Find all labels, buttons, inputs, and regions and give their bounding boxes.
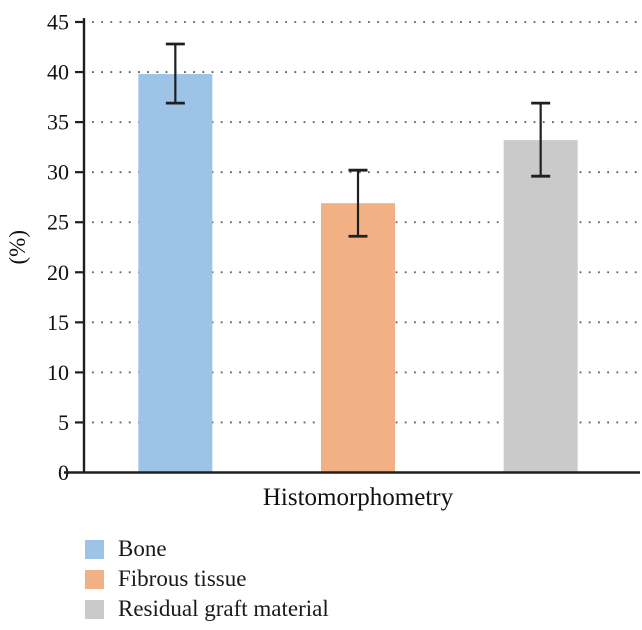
legend-item-fibrous-tissue: Fibrous tissue <box>85 566 329 592</box>
legend-item-residual-graft-material: Residual graft material <box>85 597 329 621</box>
y-tick-label-0: 0 <box>58 460 69 485</box>
y-tick-label-45: 45 <box>47 10 69 35</box>
legend-label-residual-graft-material: Residual graft material <box>118 596 329 622</box>
bar-bone <box>138 74 213 473</box>
bar-fibrous-tissue <box>321 203 395 473</box>
y-tick-label-20: 20 <box>47 260 69 285</box>
legend-swatch-fibrous-tissue <box>85 569 104 589</box>
y-tick-label-5: 5 <box>58 410 69 435</box>
bar-residual-graft-material <box>503 140 578 473</box>
chart-canvas: 0 5 10 15 20 25 30 35 40 45 Histomorphometry (%) <box>5 10 640 511</box>
y-axis-label: (%) <box>5 230 30 264</box>
legend-swatch-residual-graft-material <box>85 599 104 619</box>
legend-swatch-bone <box>85 539 104 559</box>
legend-label-fibrous-tissue: Fibrous tissue <box>118 566 247 592</box>
y-tick-label-30: 30 <box>47 160 69 185</box>
y-tick-label-25: 25 <box>47 210 69 235</box>
legend-label-bone: Bone <box>118 536 167 561</box>
chart-legend: Bone Fibrous tissue Residual graft mater… <box>85 536 329 621</box>
y-tick-label-10: 10 <box>47 360 69 385</box>
y-tick-label-35: 35 <box>47 110 69 135</box>
y-tick-label-40: 40 <box>47 60 69 85</box>
y-tick-label-15: 15 <box>47 310 69 335</box>
x-axis-label: Histomorphometry <box>263 484 454 511</box>
legend-item-bone: Bone <box>85 536 329 561</box>
